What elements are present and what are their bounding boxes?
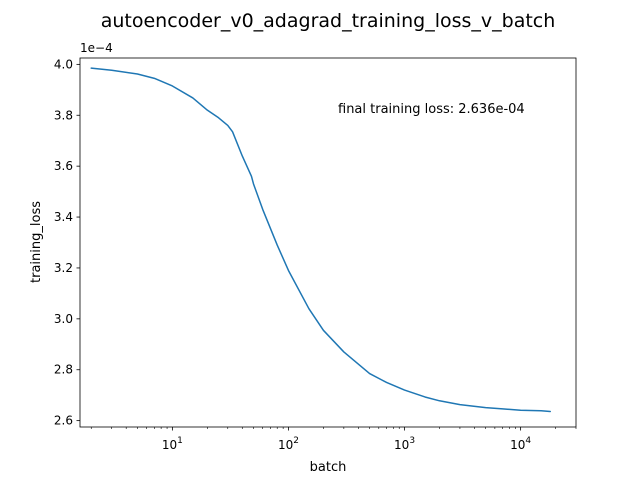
plot-frame — [79, 57, 577, 428]
x-tick-exponent: 3 — [409, 436, 415, 446]
x-tick-exponent: 4 — [525, 436, 531, 446]
y-axis-label: training_loss — [29, 201, 44, 283]
x-tick-label: 101 — [162, 436, 183, 452]
y-tick-label: 3.4 — [54, 210, 73, 224]
y-axis-ticks: 2.6 2.8 3.0 3.2 3.4 3.6 3.8 4.0 — [54, 57, 80, 428]
x-axis-minor-ticks — [90, 427, 577, 429]
y-tick-label: 2.8 — [54, 363, 73, 377]
x-axis-label: batch — [310, 460, 347, 475]
y-tick-label: 3.8 — [54, 108, 73, 122]
x-tick-base: 10 — [162, 438, 177, 452]
y-offset-label: 1e−4 — [80, 41, 113, 55]
x-tick-exponent: 2 — [293, 436, 299, 446]
x-tick-label: 104 — [510, 436, 531, 452]
y-tick-label: 3.6 — [54, 159, 73, 173]
x-tick-base: 10 — [394, 438, 409, 452]
x-tick-label: 102 — [278, 436, 299, 452]
series-line-training-loss — [90, 67, 551, 413]
plot-area — [79, 57, 577, 428]
chart-title: autoencoder_v0_adagrad_training_loss_v_b… — [101, 10, 556, 32]
x-tick-base: 10 — [278, 438, 293, 452]
x-tick-label: 103 — [394, 436, 415, 452]
x-axis-ticks: 101 102 103 104 — [162, 427, 531, 452]
y-tick-label: 3.2 — [54, 261, 73, 275]
y-tick-label: 2.6 — [54, 414, 73, 428]
x-tick-base: 10 — [510, 438, 525, 452]
y-tick-label: 3.0 — [54, 312, 73, 326]
y-tick-label: 4.0 — [54, 57, 73, 71]
x-tick-exponent: 1 — [177, 436, 183, 446]
plot-background — [80, 58, 576, 427]
final-loss-annotation: final training loss: 2.636e-04 — [338, 102, 525, 117]
